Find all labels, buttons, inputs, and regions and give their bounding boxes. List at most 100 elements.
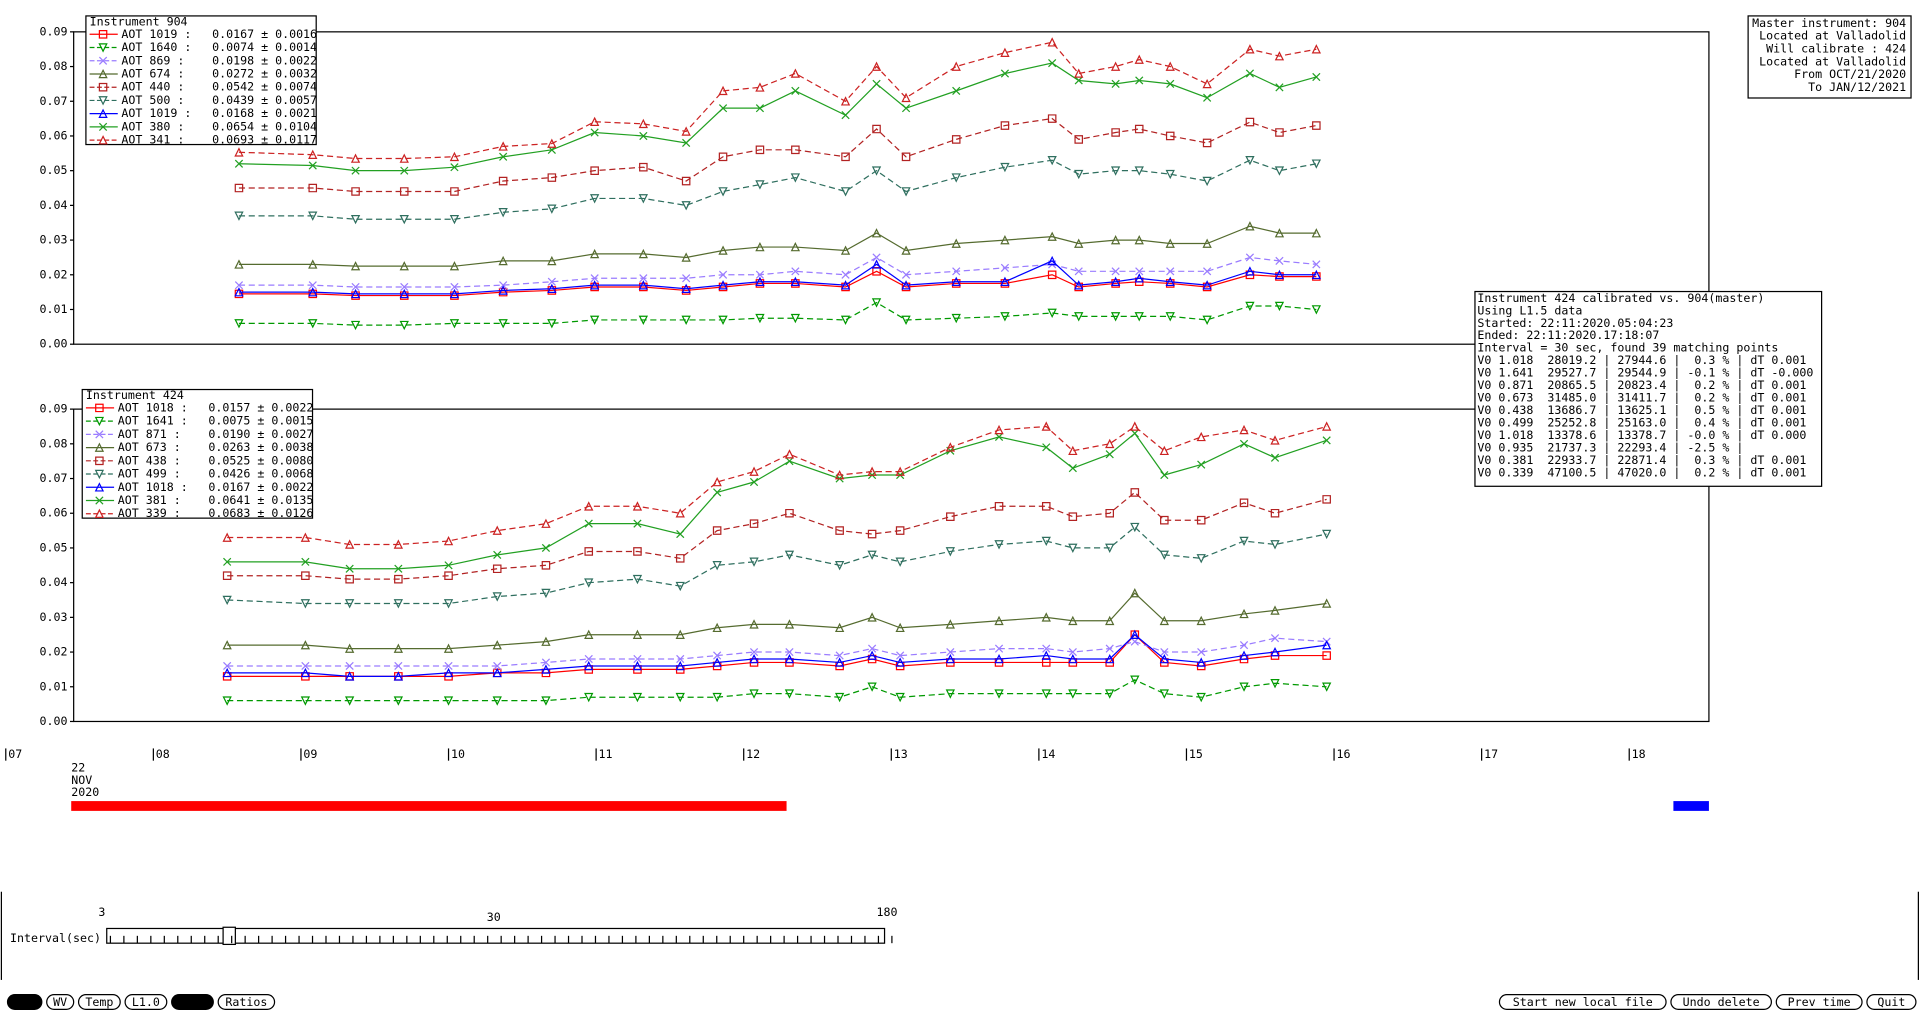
data-point xyxy=(639,162,648,172)
action-button-label[interactable]: Quit xyxy=(1877,995,1905,1009)
action-button[interactable] xyxy=(1866,994,1917,1010)
toolbar-button[interactable] xyxy=(217,994,276,1010)
data-point xyxy=(790,68,801,78)
legend-summary: 0.0542 ± 0.0074 xyxy=(212,80,317,94)
series-line xyxy=(227,633,1327,678)
data-point xyxy=(1068,653,1078,664)
data-point xyxy=(1159,615,1169,626)
data-point xyxy=(308,211,318,221)
data-point xyxy=(712,561,722,571)
x-tick-label: 07 xyxy=(8,747,22,761)
data-point xyxy=(790,173,801,183)
toolbar-button-label[interactable]: Ratios xyxy=(225,995,267,1009)
data-point xyxy=(1239,424,1249,435)
series-line xyxy=(238,270,1317,297)
data-point xyxy=(1130,588,1140,598)
data-point xyxy=(1245,221,1255,231)
toolbar-button[interactable] xyxy=(77,994,121,1010)
legend-marker xyxy=(94,442,105,452)
data-point xyxy=(399,187,409,196)
action-button-label[interactable]: Undo delete xyxy=(1683,995,1760,1009)
data-point xyxy=(234,183,244,193)
data-point xyxy=(1322,651,1331,660)
data-point xyxy=(871,61,882,71)
toolbar-button-label[interactable]: Temp xyxy=(85,995,113,1009)
calibration-line: Instrument 424 calibrated vs. 904(master… xyxy=(1477,291,1764,305)
data-point xyxy=(492,667,502,678)
data-point xyxy=(755,104,765,113)
data-point xyxy=(234,159,244,168)
data-point xyxy=(1312,72,1321,82)
legend-summary: 0.0641 ± 0.0135 xyxy=(208,493,313,507)
legend-label: AOT 1019 : xyxy=(121,27,191,41)
legend-summary: 0.0426 ± 0.0068 xyxy=(208,467,313,481)
data-point xyxy=(1311,228,1322,238)
data-point xyxy=(393,539,404,549)
data-point xyxy=(1000,235,1010,245)
legend-label: AOT 1640 : xyxy=(121,40,191,54)
series-line xyxy=(238,225,1317,267)
slider-handle[interactable] xyxy=(222,926,236,946)
y-tick-label: 0.06 xyxy=(40,506,68,520)
legend-marker xyxy=(94,469,105,480)
legend-marker xyxy=(95,456,104,466)
data-point xyxy=(541,664,551,674)
data-point xyxy=(350,153,361,163)
data-point xyxy=(1000,312,1010,322)
toolbar-button-label[interactable]: L1.0 xyxy=(132,995,160,1009)
data-point xyxy=(394,574,403,584)
data-point xyxy=(749,466,759,476)
data-point xyxy=(1239,498,1249,508)
data-point xyxy=(1196,515,1206,525)
data-point xyxy=(871,166,882,176)
data-point xyxy=(681,201,691,211)
data-point xyxy=(1068,615,1078,626)
action-button[interactable] xyxy=(1670,994,1773,1010)
data-point xyxy=(840,96,851,106)
action-button-label[interactable]: Start new local file xyxy=(1513,995,1653,1009)
data-point xyxy=(1041,650,1051,660)
legend-label: AOT 381 : xyxy=(118,493,181,507)
data-point xyxy=(638,315,649,325)
data-point xyxy=(547,277,556,286)
toolbar-button-label[interactable]: AOT xyxy=(14,995,35,1009)
data-point xyxy=(895,692,905,703)
data-point xyxy=(234,211,244,221)
data-point xyxy=(492,564,502,574)
legend-summary: 0.0167 ± 0.0022 xyxy=(208,480,313,494)
toolbar-button[interactable] xyxy=(46,994,75,1010)
data-point xyxy=(749,689,759,699)
data-point xyxy=(835,526,844,535)
action-button-label[interactable]: Prev time xyxy=(1788,995,1851,1009)
data-point xyxy=(1197,460,1206,469)
legend-marker xyxy=(95,403,104,413)
data-point xyxy=(675,508,685,518)
legend-summary: 0.0525 ± 0.0080 xyxy=(208,453,313,467)
data-point xyxy=(994,653,1004,664)
data-point xyxy=(951,61,961,71)
toolbar-button-label[interactable]: L1.5 xyxy=(178,995,206,1009)
action-button[interactable] xyxy=(1775,994,1863,1010)
data-point xyxy=(1000,47,1010,57)
data-point xyxy=(1074,76,1083,85)
calibration-line: V0 0.871 20865.5 | 20823.4 | 0.2 % | dT … xyxy=(1477,378,1806,393)
data-point xyxy=(749,647,759,657)
legend-label: AOT 440 : xyxy=(121,80,184,94)
data-point xyxy=(222,571,232,580)
data-point xyxy=(1134,54,1144,64)
toolbar-button[interactable] xyxy=(171,994,214,1010)
toolbar-button-label[interactable]: WV xyxy=(53,995,67,1009)
data-point xyxy=(632,660,643,671)
data-point xyxy=(1068,543,1078,553)
data-point xyxy=(1074,238,1084,248)
data-point xyxy=(399,153,409,163)
data-point xyxy=(1068,689,1078,699)
data-point xyxy=(871,259,882,269)
toolbar-button[interactable] xyxy=(6,994,43,1010)
legend-marker xyxy=(98,68,108,79)
toolbar-button[interactable] xyxy=(124,994,168,1010)
legend-summary: 0.0263 ± 0.0038 xyxy=(208,440,313,454)
data-point xyxy=(1160,470,1169,480)
action-button[interactable] xyxy=(1498,994,1667,1010)
data-point xyxy=(682,274,691,283)
